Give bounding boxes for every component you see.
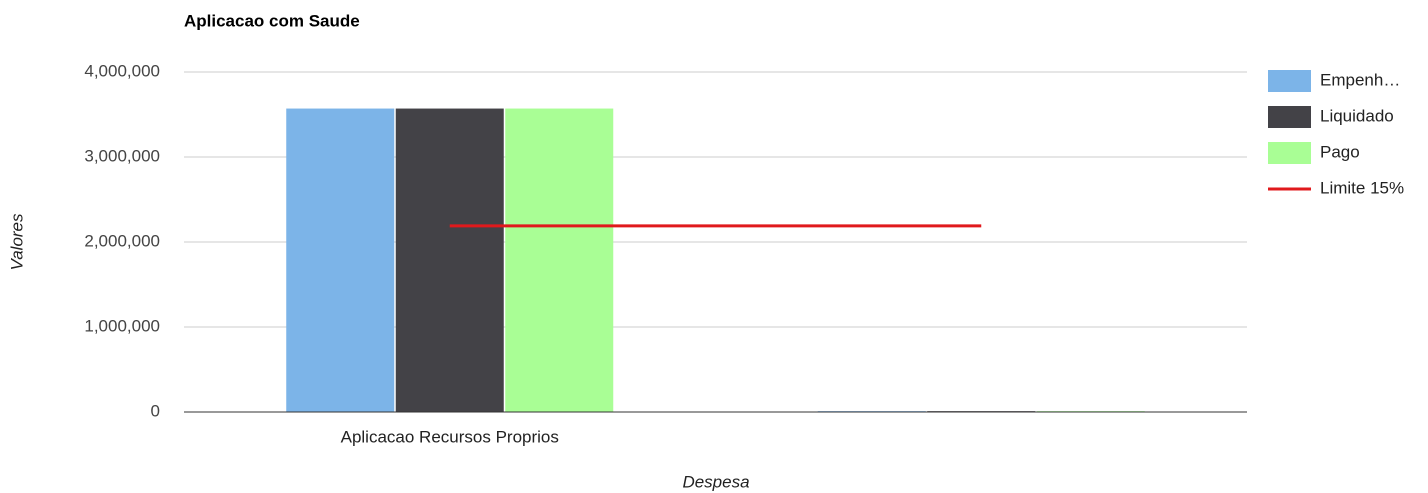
x-tick-label: Aplicacao Recursos Proprios: [341, 427, 559, 446]
y-axis-label: Valores: [7, 213, 26, 271]
bar: [286, 108, 395, 413]
chart-title: Aplicacao com Saude: [184, 11, 360, 30]
y-tick-label: 3,000,000: [84, 146, 160, 165]
y-tick-label: 4,000,000: [84, 61, 160, 80]
legend-label: Liquidado: [1320, 106, 1394, 125]
bar: [395, 108, 504, 413]
y-tick-label: 0: [151, 401, 160, 420]
legend-label: Pago: [1320, 142, 1360, 161]
x-axis-label: Despesa: [682, 472, 749, 491]
bar: [505, 108, 614, 413]
legend-swatch: [1268, 106, 1311, 128]
legend-swatch: [1268, 70, 1311, 92]
legend-label: Limite 15%: [1320, 178, 1404, 197]
legend-swatch: [1268, 142, 1311, 164]
legend-label: Empenh…: [1320, 70, 1400, 89]
y-tick-label: 1,000,000: [84, 316, 160, 335]
y-tick-label: 2,000,000: [84, 231, 160, 250]
